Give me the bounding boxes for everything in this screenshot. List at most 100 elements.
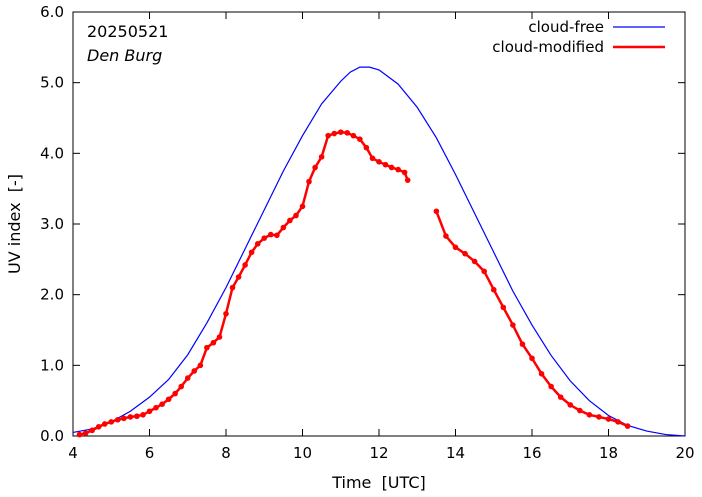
data-point-cloud-modified [401,169,408,176]
data-point-cloud-modified [395,166,401,173]
data-point-cloud-modified [204,344,210,351]
data-point-cloud-modified [280,224,287,231]
data-point-cloud-modified [101,421,108,427]
data-point-cloud-modified [357,136,363,142]
axis-ticks: 4 6 8 10 12 14 16 18 20 0.0 1.0 2.0 3.0 4.0 5.0 6.0 [40,3,694,462]
data-point-cloud-modified [615,419,621,425]
data-point-cloud-modified [293,212,299,219]
legend-label-cloud-modified: cloud-modified [492,38,604,56]
data-point-cloud-modified [529,355,535,362]
x-tick-label: 8 [221,444,231,462]
series-line-cloud-free [72,66,686,437]
series-line-cloud-modified-segment-1 [79,130,409,436]
data-point-cloud-modified [267,231,274,238]
data-point-cloud-modified [452,244,459,251]
station-annotation: Den Burg [87,46,162,65]
data-point-cloud-modified [121,415,127,422]
data-point-cloud-modified [223,310,229,317]
date-annotation: 20250521 [87,22,168,41]
y-tick-label: 3.0 [40,215,64,233]
data-point-cloud-modified [165,396,172,403]
y-tick-label: 0.0 [40,427,64,445]
data-point-cloud-modified [134,413,140,420]
x-tick-label: 14 [446,444,465,462]
x-tick-label: 20 [675,444,694,462]
data-point-cloud-modified [184,375,191,381]
x-tick-label: 12 [369,444,388,462]
data-point-cloud-modified [538,371,545,377]
data-point-cloud-modified [433,208,440,215]
data-point-cloud-modified [299,203,306,210]
data-point-cloud-modified [388,164,395,171]
data-point-cloud-modified [95,424,102,430]
data-point-cloud-modified [108,419,115,425]
y-tick-label: 6.0 [40,3,64,21]
data-point-cloud-modified [382,161,389,168]
data-point-cloud-modified [404,177,411,183]
data-point-cloud-modified [127,414,134,420]
data-point-cloud-modified [325,132,331,139]
data-point-cloud-modified [337,129,344,135]
data-point-cloud-modified [376,159,382,165]
data-point-cloud-modified [350,132,357,139]
data-point-cloud-modified [344,130,351,136]
data-point-cloud-modified [76,431,83,438]
data-point-cloud-modified [178,383,185,390]
data-point-cloud-modified [605,416,612,422]
legend: cloud-free cloud-modified [492,18,665,56]
data-point-cloud-modified [369,155,376,162]
data-point-cloud-modified [261,235,268,241]
data-point-cloud-modified [197,362,204,369]
y-axis-label: UV index [-] [5,174,24,274]
data-point-cloud-modified [577,407,583,414]
data-point-cloud-modified [89,427,95,434]
data-point-cloud-modified [624,423,631,429]
series-layer [72,66,686,438]
x-tick-label: 10 [293,444,312,462]
data-point-cloud-modified [596,414,602,420]
data-point-cloud-modified [140,412,146,418]
data-point-cloud-modified [519,341,526,347]
data-point-cloud-modified [557,394,564,400]
y-tick-label: 1.0 [40,356,64,374]
data-point-cloud-modified [471,258,478,265]
x-tick-label: 6 [145,444,155,462]
data-point-cloud-modified [510,322,516,328]
plot-frame [72,11,686,437]
data-point-cloud-modified [331,130,338,137]
series-line-cloud-modified-segment-2 [435,210,629,428]
data-point-cloud-modified [216,334,223,340]
data-point-cloud-modified [548,383,554,390]
data-point-cloud-modified [248,249,255,256]
data-point-cloud-modified [254,240,261,247]
data-point-cloud-modified [235,274,242,280]
data-point-cloud-modified [306,178,312,185]
x-tick-label: 4 [68,444,78,462]
data-point-cloud-modified [82,430,89,436]
data-point-cloud-modified [318,154,325,160]
data-point-cloud-modified [172,390,178,397]
x-tick-label: 18 [599,444,618,462]
data-point-cloud-modified [191,368,198,374]
y-tick-label: 2.0 [40,286,64,304]
data-point-cloud-modified [274,232,280,239]
data-point-cloud-modified [210,339,217,346]
data-point-cloud-modified [490,286,497,293]
data-point-cloud-modified [462,250,468,257]
data-point-cloud-modified [114,416,121,423]
data-point-cloud-modified [287,217,293,224]
data-point-cloud-modified [153,404,159,411]
data-point-cloud-modified [159,401,165,408]
data-point-cloud-modified [312,164,318,171]
data-point-cloud-modified [481,268,487,275]
data-point-cloud-modified [146,408,153,415]
data-point-cloud-modified [567,402,574,408]
data-point-cloud-modified [586,412,593,418]
legend-label-cloud-free: cloud-free [528,18,604,36]
data-point-cloud-modified [229,284,236,291]
y-tick-label: 4.0 [40,144,64,162]
y-tick-label: 5.0 [40,74,64,92]
data-point-cloud-modified [363,144,370,151]
data-point-cloud-modified [500,304,507,311]
